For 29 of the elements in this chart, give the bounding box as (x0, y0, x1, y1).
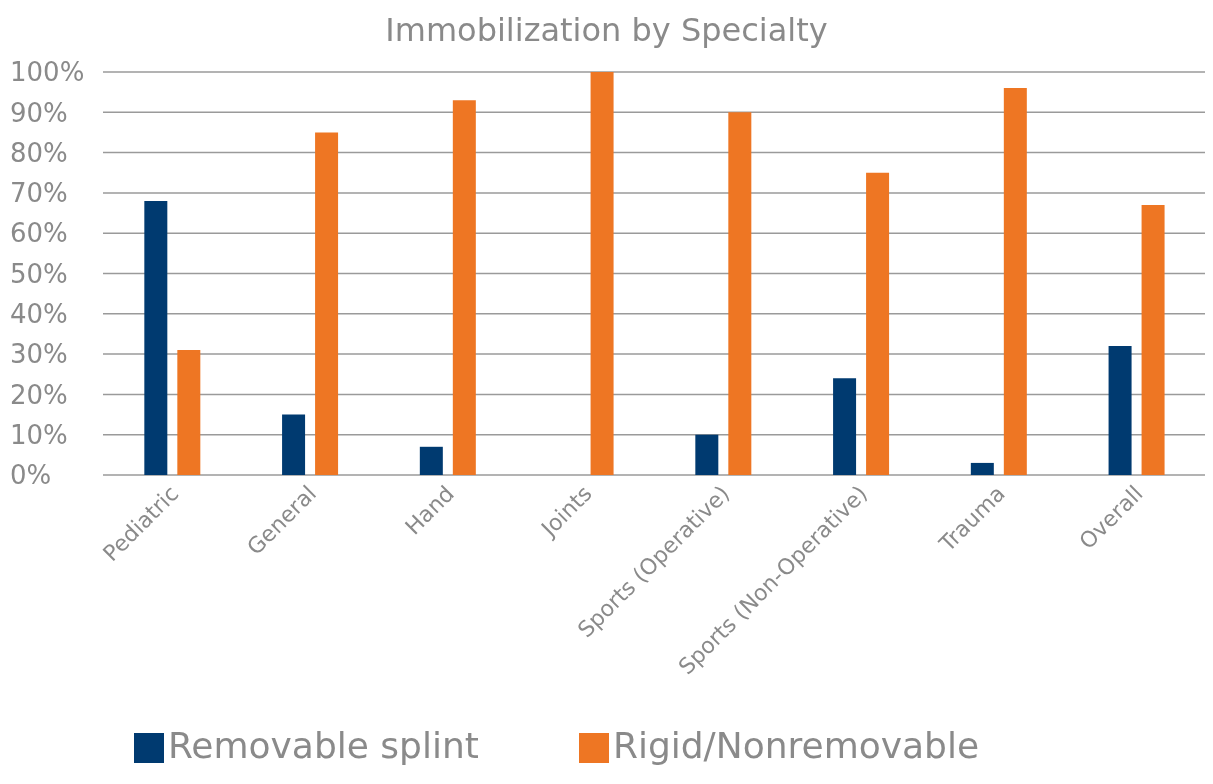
y-tick-label: 0% (10, 460, 52, 491)
bar (282, 414, 306, 475)
y-tick-label: 80% (10, 137, 68, 168)
y-tick-label: 70% (10, 178, 68, 209)
y-tick-label: 60% (10, 218, 68, 249)
bar (419, 446, 443, 475)
y-tick-label: 10% (10, 419, 68, 450)
chart-title: Immobilization by Specialty (384, 10, 829, 51)
bar (1003, 88, 1027, 475)
bar (590, 72, 614, 475)
y-tick-label: 90% (10, 97, 68, 128)
bar (144, 200, 168, 475)
y-tick-label: 20% (10, 379, 68, 410)
y-tick-label: 40% (10, 299, 68, 330)
bar (695, 434, 719, 475)
y-tick-label: 100% (10, 57, 85, 88)
bar (970, 462, 994, 475)
legend-label: Removable splint (167, 725, 479, 766)
y-tick-label: 30% (10, 339, 68, 370)
bar (315, 132, 339, 475)
bar (1108, 346, 1132, 475)
bar (866, 172, 890, 475)
bar (452, 100, 476, 475)
bar (177, 350, 201, 475)
bar (1141, 204, 1165, 475)
bar (833, 378, 857, 475)
legend-label: Rigid/Nonremovable (612, 725, 980, 766)
bar (728, 112, 752, 475)
y-tick-label: 50% (10, 258, 68, 289)
